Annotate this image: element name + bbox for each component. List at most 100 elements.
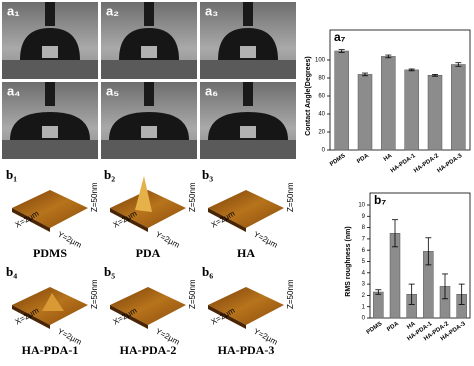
chart-title: b₇: [374, 193, 386, 207]
needle: [243, 2, 253, 26]
z-size: Z=50nm: [90, 182, 99, 212]
afm-surface: [110, 287, 186, 325]
panel-label: a₁: [7, 3, 20, 18]
y-tick-label: 20: [318, 130, 325, 136]
needle: [45, 2, 55, 26]
bar: [451, 64, 466, 151]
afm-side: [208, 208, 246, 232]
panel-label: b₅: [104, 264, 115, 279]
caption: HA-PDA-1: [22, 343, 79, 357]
bar: [427, 75, 443, 151]
y-tick-label: 10: [358, 203, 365, 209]
bar: [381, 56, 396, 151]
y-tick-label: 5: [362, 259, 366, 265]
y-tick-label: 7: [362, 236, 366, 242]
x-tick-label: PDA: [356, 153, 370, 166]
needle: [45, 82, 55, 106]
chart-title: a₇: [334, 30, 346, 44]
bar: [334, 50, 349, 151]
y-tick-label: 1: [362, 304, 366, 310]
caption: PDMS: [33, 246, 67, 260]
panel-label: a₂: [106, 3, 119, 18]
panel-label: b₄: [6, 264, 17, 279]
error-bar: [458, 283, 465, 305]
error-bar: [442, 273, 448, 300]
z-size: Z=50nm: [286, 279, 295, 309]
bar: [404, 69, 419, 151]
panel-label: a₄: [7, 83, 20, 98]
panel-label: a₅: [106, 83, 119, 98]
reflection: [240, 126, 256, 138]
caption: HA-PDA-3: [218, 343, 275, 357]
y-tick-label: 4: [362, 270, 366, 276]
error-bar: [432, 74, 438, 77]
reflection: [240, 46, 256, 58]
substrate: [101, 140, 197, 159]
needle: [144, 2, 154, 26]
substrate: [101, 60, 197, 79]
x-tick-label: PDMS: [366, 321, 384, 336]
y-tick-label: 40: [318, 112, 325, 118]
afm-side: [110, 305, 148, 329]
afm-peak: [42, 293, 64, 311]
y-size: Y=2μm: [252, 230, 279, 250]
needle: [144, 82, 154, 106]
y-axis-label: RMS roughness (nm): [345, 226, 352, 296]
caption: HA: [237, 246, 255, 260]
y-tick-label: 9: [362, 214, 366, 220]
plot-frame: [369, 192, 471, 319]
z-size: Z=50nm: [188, 182, 197, 212]
error-bar: [455, 62, 462, 67]
z-size: Z=50nm: [286, 182, 295, 212]
z-size: Z=50nm: [188, 279, 197, 309]
error-bar: [425, 237, 432, 266]
caption: PDA: [136, 246, 161, 260]
afm-side: [12, 208, 50, 232]
afm-side: [110, 208, 148, 232]
reflection: [42, 46, 58, 58]
afm-surface: [12, 190, 88, 228]
x-tick-label: PDMS: [329, 153, 347, 168]
panel-label: b₁: [6, 167, 17, 182]
reflection: [141, 46, 157, 58]
x-tick-label: PDA: [386, 321, 400, 334]
error-bar: [408, 68, 415, 72]
substrate: [200, 60, 296, 79]
afm-surface: [208, 287, 284, 325]
needle: [243, 82, 253, 106]
y-tick-label: 100: [315, 58, 326, 64]
y-tick-label: 80: [318, 76, 325, 82]
droplet: [218, 28, 278, 60]
substrate: [200, 140, 296, 159]
error-bar: [375, 289, 382, 295]
x-tick-label: HA-PDA-3: [436, 153, 463, 175]
bar: [373, 291, 384, 319]
panel-label: a₃: [205, 3, 218, 18]
y-tick-label: 2: [362, 293, 366, 299]
y-tick-label: 0: [362, 316, 366, 322]
reflection: [141, 126, 157, 138]
substrate: [2, 60, 98, 79]
droplet: [20, 28, 80, 60]
error-bar: [392, 219, 398, 248]
afm-side: [12, 305, 50, 329]
error-bar: [338, 49, 345, 53]
y-tick-label: 6: [362, 248, 366, 254]
panel-label: a₆: [205, 83, 218, 98]
afm-side: [208, 305, 246, 329]
plot-frame: [329, 29, 471, 151]
error-bar: [362, 72, 368, 77]
y-tick-label: 60: [318, 94, 325, 100]
reflection: [42, 126, 58, 138]
y-tick-label: 0: [322, 148, 326, 154]
z-size: Z=50nm: [90, 279, 99, 309]
panel-label: b₂: [104, 167, 115, 182]
error-bar: [385, 54, 392, 59]
afm-peak: [135, 176, 152, 212]
caption: HA-PDA-2: [120, 343, 177, 357]
error-bar: [408, 283, 415, 305]
panel-label: b₃: [202, 167, 213, 182]
y-tick-label: 8: [362, 225, 366, 231]
afm-surface: [208, 190, 284, 228]
